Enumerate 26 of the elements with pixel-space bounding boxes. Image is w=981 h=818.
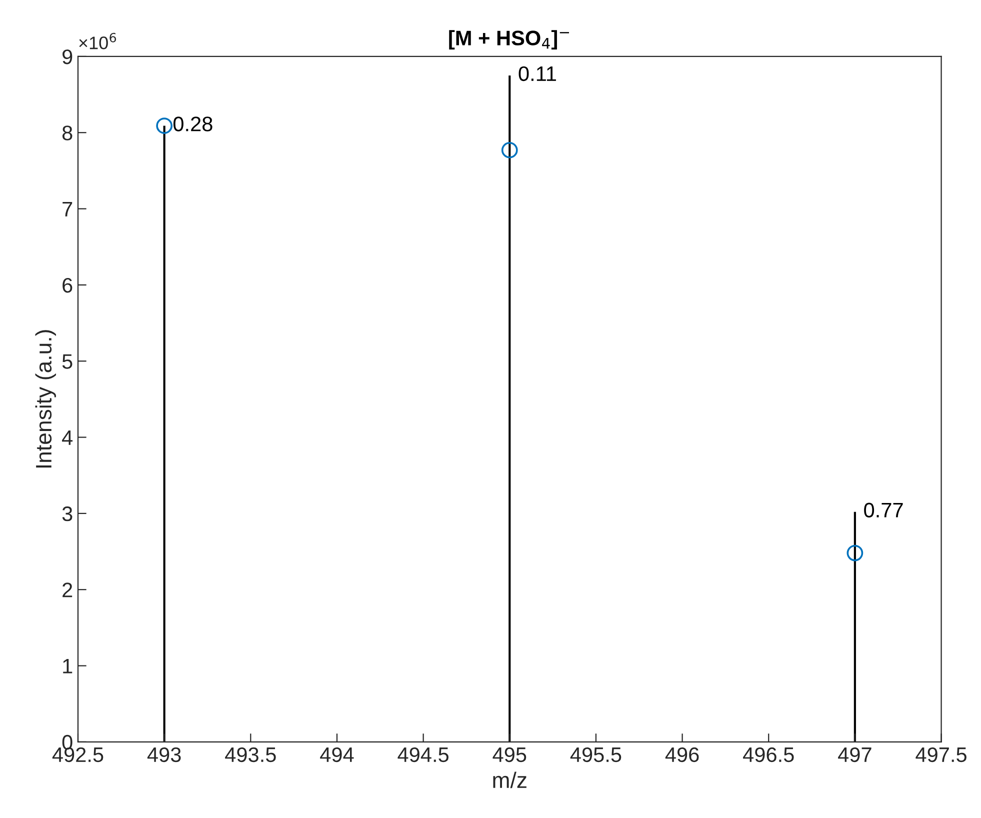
y-tick-label: 6	[62, 278, 72, 293]
x-tick-label: 495	[492, 747, 526, 762]
y-tick-label: 2	[62, 582, 72, 598]
x-tick-label: 497.5	[916, 747, 966, 762]
x-tick-label: 496.5	[743, 747, 794, 762]
annotation: 0.11	[518, 66, 556, 82]
x-tick-label: 494.5	[398, 747, 448, 762]
y-tick-label: 1	[63, 658, 72, 674]
chart-title: [M + HSO$_{4}$]$^{−}$	[449, 30, 569, 50]
x-tick-label: 496	[665, 747, 699, 762]
x-tick-label: 497	[838, 747, 872, 762]
y-tick-label: 9	[62, 49, 72, 64]
y-tick-label: 8	[62, 126, 72, 140]
text: ×10$^{6}$	[79, 32, 116, 50]
annotation: 0.28	[173, 116, 212, 132]
annotation: 0.77	[864, 502, 903, 518]
x-tick-label: 493.5	[225, 747, 276, 762]
y-tick-label: 7	[62, 202, 72, 216]
y-axis-title: Intensity (a.u.)	[35, 330, 56, 468]
x-tick-label: 493	[147, 747, 181, 762]
y-tick-label: 4	[62, 430, 73, 445]
x-tick-label: 494	[320, 747, 354, 762]
x-axis-title: m/z	[493, 772, 526, 788]
y-tick-label: 5	[62, 354, 72, 369]
x-tick-label: 495.5	[570, 747, 622, 762]
y-tick-label: 3	[62, 506, 72, 522]
